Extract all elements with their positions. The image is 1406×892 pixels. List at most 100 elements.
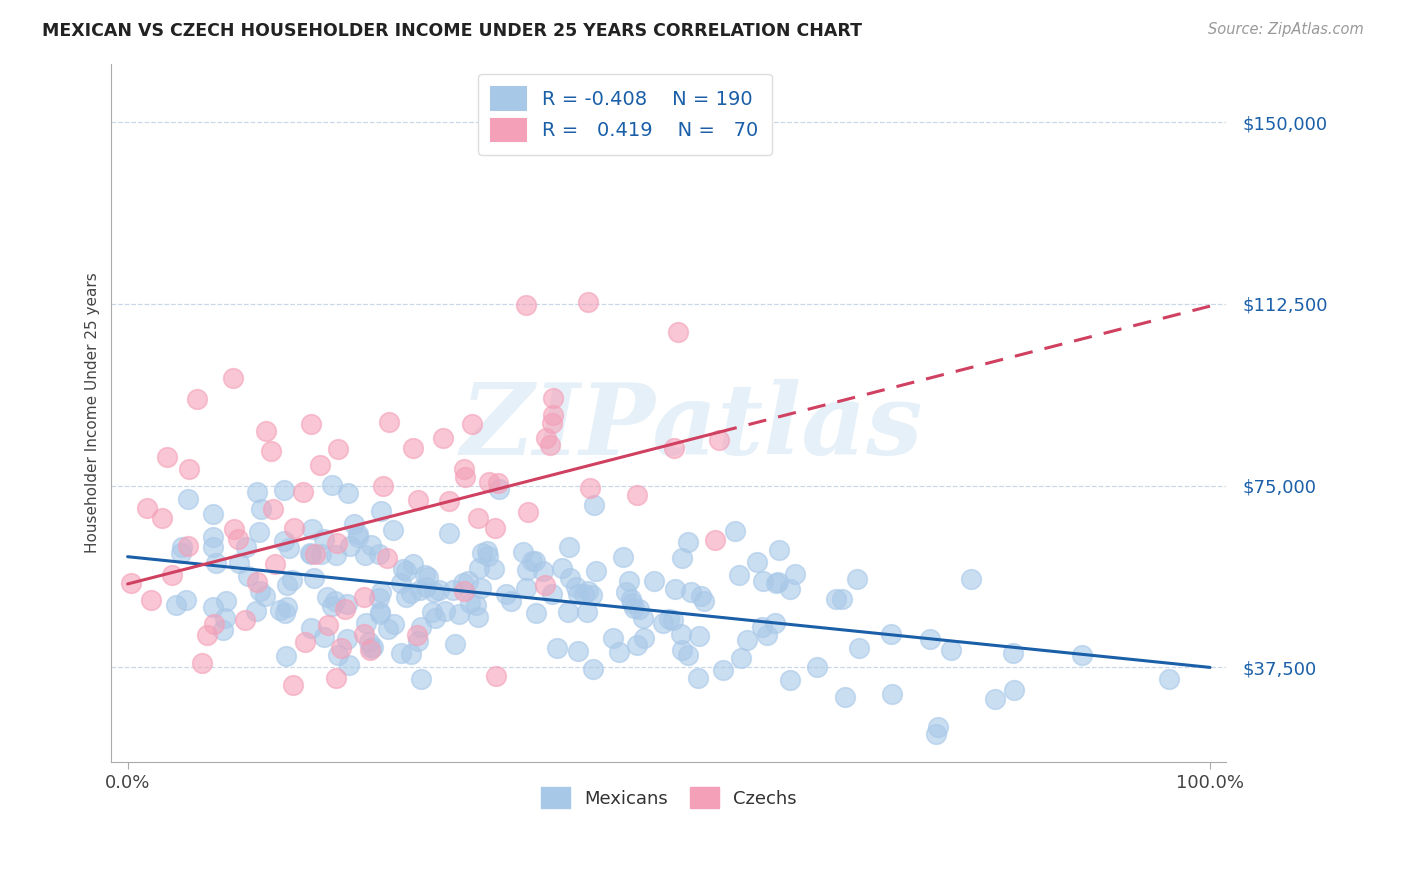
Point (226, 532, 249, 546)
Point (323, 594, 346, 608)
Point (367, 591, 389, 605)
Point (453, 461, 475, 475)
Point (515, 581, 537, 595)
Point (401, 557, 423, 571)
Point (534, 431, 557, 445)
Point (927, 720, 949, 734)
Point (314, 532, 336, 546)
Point (643, 574, 665, 588)
Point (467, 610, 489, 624)
Point (402, 441, 425, 455)
Point (785, 567, 807, 582)
Point (201, 600, 224, 615)
Point (373, 478, 395, 492)
Point (607, 645, 630, 659)
Point (626, 638, 648, 652)
Point (688, 629, 710, 643)
Point (174, 593, 197, 607)
Point (353, 627, 375, 641)
Point (679, 585, 702, 599)
Point (621, 597, 644, 611)
Point (177, 539, 200, 553)
Point (283, 521, 305, 535)
Point (427, 582, 450, 597)
Point (354, 616, 377, 631)
Point (484, 562, 506, 576)
Point (461, 417, 484, 431)
Point (276, 599, 298, 614)
Text: ZIPatlas: ZIPatlas (460, 378, 922, 475)
Point (471, 546, 494, 560)
Point (582, 662, 605, 676)
Point (406, 493, 429, 508)
Point (389, 576, 412, 591)
Point (418, 570, 440, 584)
Point (408, 634, 430, 648)
Point (551, 561, 574, 575)
Point (368, 605, 391, 619)
Point (423, 585, 446, 599)
Point (333, 602, 356, 616)
Point (662, 613, 685, 627)
Point (623, 601, 645, 615)
Point (1070, 648, 1092, 662)
Point (567, 587, 589, 601)
Point (299, 547, 322, 561)
Point (247, 525, 270, 540)
Text: MEXICAN VS CZECH HOUSEHOLDER INCOME UNDER 25 YEARS CORRELATION CHART: MEXICAN VS CZECH HOUSEHOLDER INCOME UNDE… (42, 22, 862, 40)
Point (693, 594, 716, 608)
Point (939, 642, 962, 657)
Point (538, 438, 561, 452)
Point (806, 660, 828, 674)
Point (517, 504, 540, 518)
Point (664, 442, 686, 456)
Point (260, 443, 283, 458)
Point (524, 554, 547, 568)
Point (1002, 646, 1025, 660)
Point (246, 485, 269, 500)
Point (880, 627, 903, 641)
Point (370, 504, 392, 518)
Point (179, 462, 201, 476)
Point (423, 611, 446, 625)
Point (499, 594, 522, 608)
Point (676, 535, 699, 549)
Point (576, 583, 599, 598)
Point (848, 640, 870, 655)
Point (925, 726, 948, 740)
Point (676, 648, 699, 662)
Point (382, 617, 405, 632)
Point (246, 575, 269, 590)
Point (457, 574, 479, 589)
Point (411, 672, 433, 686)
Point (360, 538, 382, 552)
Point (328, 442, 350, 457)
Point (686, 671, 709, 685)
Point (541, 587, 564, 601)
Point (631, 610, 654, 624)
Point (880, 687, 903, 701)
Point (612, 549, 634, 564)
Point (478, 475, 501, 489)
Point (301, 522, 323, 536)
Point (575, 605, 598, 619)
Point (581, 588, 603, 602)
Point (321, 599, 343, 613)
Point (582, 498, 605, 512)
Point (557, 605, 579, 619)
Point (214, 610, 236, 624)
Point (399, 647, 422, 661)
Point (368, 547, 391, 561)
Point (671, 643, 693, 657)
Point (406, 627, 429, 641)
Point (779, 582, 801, 596)
Point (201, 530, 224, 544)
Point (619, 574, 641, 588)
Point (409, 620, 432, 634)
Point (205, 556, 228, 570)
Point (432, 432, 454, 446)
Point (274, 606, 297, 620)
Point (395, 591, 418, 605)
Point (325, 671, 347, 685)
Point (453, 575, 475, 590)
